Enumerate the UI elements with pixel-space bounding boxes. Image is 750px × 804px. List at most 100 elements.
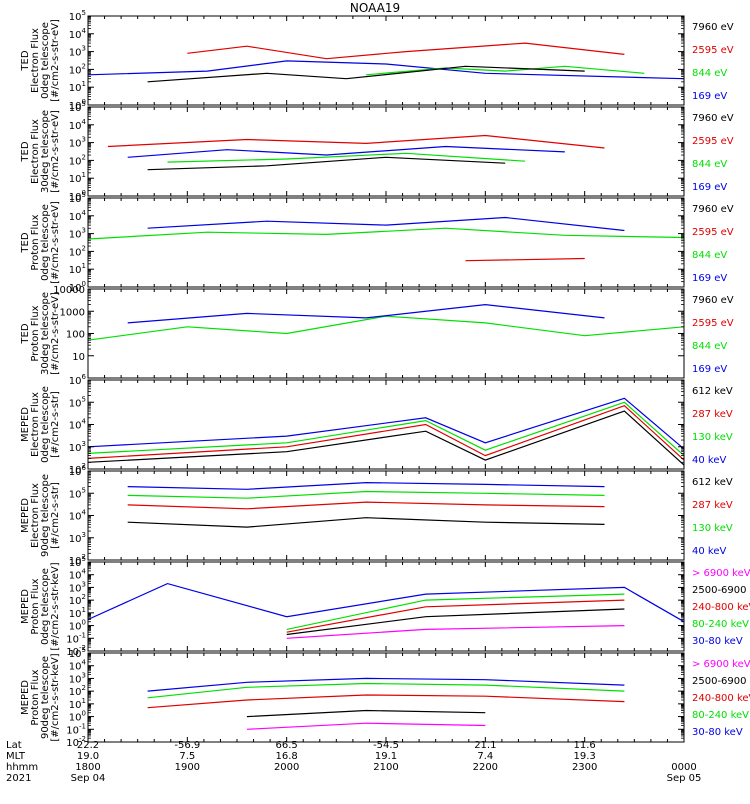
y-tick-label: 102 [69,62,86,76]
panel-frame [87,652,685,743]
y-tick-label: 105 [69,191,86,205]
y-tick-label: 106 [69,464,87,478]
y-axis-label-line: [#/cm2-s-str-eV] [50,110,61,193]
legend-entry: 40 keV [692,455,726,466]
series-line-7-4 [286,608,625,636]
x-tick-lat: -54.5 [373,740,399,751]
x-tick-lat: 22.2 [77,740,99,751]
panel-frame [87,197,685,288]
y-axis-label-line: 30deg telescope [40,292,51,375]
figure-title: NOAA19 [350,1,400,15]
series-line-8-2 [147,682,625,699]
y-tick-label: 103 [69,531,86,545]
series-line-3-3 [465,257,585,262]
series-line-6-2 [127,490,605,499]
legend-entry: 287 keV [692,409,733,420]
legend-entry: 844 eV [692,68,727,79]
y-axis-label-line: 0deg telescope [40,386,51,463]
legend-entry: > 6900 keV [692,659,750,670]
y-tick-label: 105 [69,555,86,569]
y-tick-label: 103 [69,136,86,150]
y-tick-label: 100 [69,98,86,112]
y-axis-label-line: 90deg telescope [40,656,51,739]
y-axis-label-line: 90deg telescope [40,474,51,557]
series-line-8-3 [147,694,625,709]
legend-entry: 240-800 keV [692,602,750,613]
y-tick-label: 105 [69,100,86,114]
x-row-label: MLT [6,751,26,762]
y-axis-label-line: TED [20,50,31,71]
x-tick-mlt: 7.4 [477,751,493,762]
y-axis-label-line: TED [20,232,31,253]
y-tick-label: 102 [69,593,86,607]
legend-entry: 844 eV [692,341,727,352]
y-tick-label: 103 [69,671,86,685]
legend-entry: 7960 eV [692,295,734,306]
y-tick-label: 10-1 [66,631,86,645]
legend-entry: 30-80 keV [692,727,743,738]
legend-entry: 844 eV [692,159,727,170]
panel-frame [87,288,685,379]
x-tick-mlt: 16.8 [276,751,298,762]
legend-entry: 30-80 keV [692,636,743,647]
series-line-5-1 [87,397,685,450]
y-tick-label: 104 [69,509,87,523]
series-line-2-4 [147,156,506,171]
y-axis-label-line: [#/cm2-s-str] [50,391,61,458]
series-line-2-2 [167,152,526,163]
panel-frame [87,561,685,652]
panel-3: 100 101 102 103 104 105 TED Proton Flux 0deg tel… [20,191,734,294]
x-tick-mlt: 19.0 [77,751,99,762]
legend-entry: 169 eV [692,364,727,375]
legend-entry: 2595 eV [692,227,734,238]
y-axis-label-line: [#/cm2-s-str-keV] [50,653,61,741]
panel-frame [87,106,685,197]
y-axis-label-line: [#/cm2-s-str] [50,482,61,549]
y-tick-label: 103 [69,440,86,454]
legend-entry: 7960 eV [692,113,734,124]
y-tick-label: 104 [69,118,87,132]
x-tick-lat: 11.6 [574,740,596,751]
y-tick-label: 105 [69,395,86,409]
legend-entry: 2500-6900 [692,676,747,687]
y-tick-label: 101 [69,80,86,94]
y-tick-label: 104 [69,209,87,223]
legend-entry: 80-240 keV [692,710,749,721]
y-tick-label: 100 [69,280,86,294]
x-tick-hhmm: 2300 [572,762,597,773]
legend-entry: 169 eV [692,273,727,284]
series-line-6-3 [127,501,605,510]
legend-entry: > 6900 keV [692,568,750,579]
y-tick-label: 10-2 [66,644,86,658]
y-axis-label-line: Proton Flux [30,214,41,270]
x-tick-hhmm: 2100 [373,762,398,773]
series-line-3-1 [87,227,685,240]
panel-4: 10 100 1000 10000 TED Proton Flux 30deg telesc… [20,285,734,379]
x-tick-mlt: 7.5 [179,751,195,762]
legend-entry: 2595 eV [692,136,734,147]
panel-5: 102 103 104 105 106 MEPED Electron Flux 0deg te… [20,373,733,476]
x-tick-hhmm: 1800 [75,762,100,773]
y-axis-label-line: Proton Flux [30,305,41,361]
legend-entry: 169 eV [692,182,727,193]
y-axis-label-line: 0deg telescope [40,204,51,281]
y-axis-label-line: 0deg telescope [40,22,51,99]
y-tick-label: 1000 [60,307,85,318]
series-line-5-2 [87,401,685,457]
y-tick-label: 101 [69,697,86,711]
y-tick-label: 104 [69,659,87,673]
y-axis-label-line: Electron Flux [30,483,41,548]
legend-entry: 612 keV [692,477,733,488]
y-axis-label-line: Proton Flux [30,578,41,634]
y-tick-label: 10-1 [66,722,86,736]
legend-entry: 612 keV [692,386,733,397]
series-line-1-4 [147,65,585,83]
y-tick-label: 101 [69,606,86,620]
y-tick-label: 10 [72,352,85,363]
y-tick-label: 103 [69,45,86,59]
legend-entry: 2500-6900 [692,585,747,596]
x-tick-mlt: 19.1 [375,751,397,762]
